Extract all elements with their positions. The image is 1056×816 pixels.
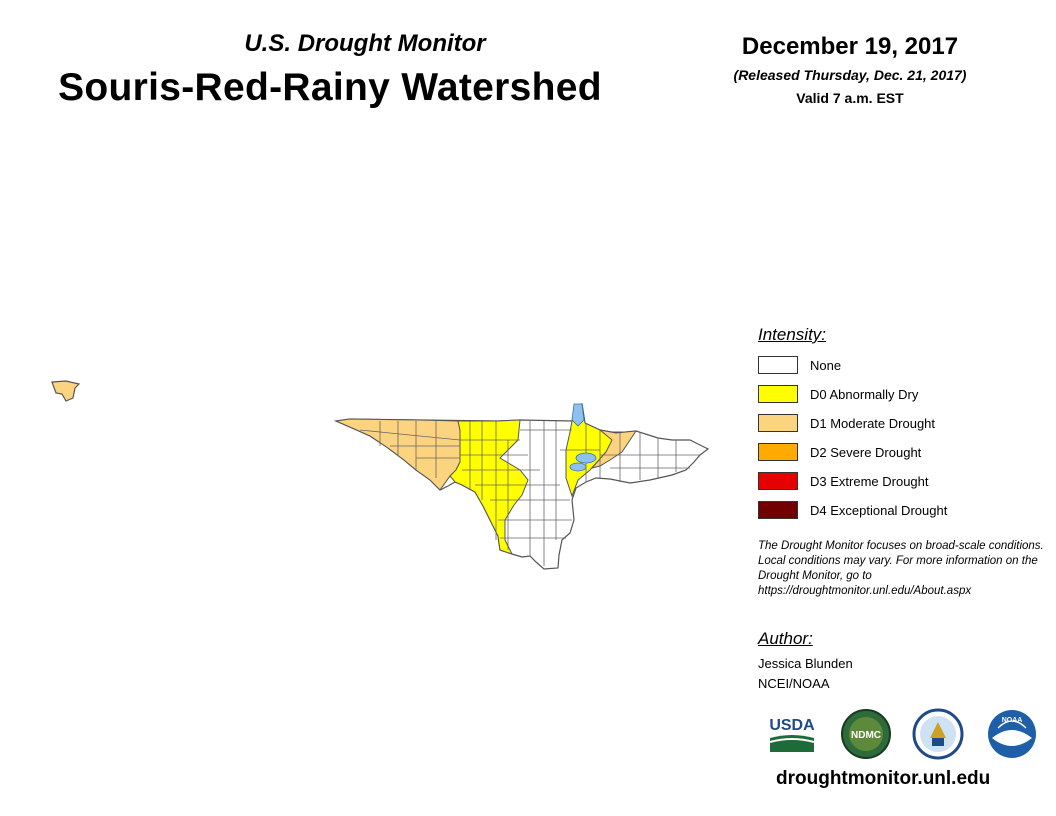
- author-organization: NCEI/NOAA: [758, 676, 830, 691]
- author-name: Jessica Blunden: [758, 656, 853, 671]
- county-lines: [359, 421, 700, 566]
- legend-swatch: [758, 385, 798, 403]
- legend-item: D2 Severe Drought: [758, 442, 921, 462]
- d1-east-region: [590, 429, 638, 469]
- commerce-logo: [912, 708, 964, 760]
- legend-item: None: [758, 355, 841, 375]
- map-date: December 19, 2017: [741, 33, 959, 60]
- legend-swatch: [758, 356, 798, 374]
- detached-region: [51, 380, 81, 402]
- website-link[interactable]: droughtmonitor.unl.edu: [776, 768, 991, 789]
- legend-swatch: [758, 501, 798, 519]
- legend-item: D3 Extreme Drought: [758, 471, 929, 491]
- release-date: (Released Thursday, Dec. 21, 2017): [733, 67, 967, 83]
- legend-title: Intensity:: [758, 325, 827, 344]
- noaa-logo-text: NOAA: [1002, 717, 1023, 724]
- disclaimer-text: The Drought Monitor focuses on broad-sca…: [758, 540, 1044, 597]
- legend-swatch: [758, 414, 798, 432]
- usda-logo: USDA: [769, 717, 815, 752]
- valid-time: Valid 7 a.m. EST: [796, 90, 904, 106]
- map-subtitle: U.S. Drought Monitor: [244, 30, 486, 57]
- lake-upper: [571, 403, 585, 427]
- legend-swatch: [758, 472, 798, 490]
- legend-label: D1 Moderate Drought: [810, 415, 936, 431]
- lake-red-upper: [575, 452, 597, 464]
- legend-swatch: [758, 443, 798, 461]
- author-heading: Author:: [758, 629, 813, 648]
- ndmc-logo: NDMC: [841, 709, 891, 759]
- legend-item: D1 Moderate Drought: [758, 413, 935, 433]
- legend-label: D2 Severe Drought: [810, 444, 922, 460]
- legend-label: D4 Exceptional Drought: [810, 502, 948, 518]
- noaa-logo: NOAA: [988, 710, 1036, 758]
- lake-red-lower: [569, 462, 587, 472]
- map-title: Souris-Red-Rainy Watershed: [58, 66, 602, 109]
- usda-logo-text: USDA: [769, 717, 815, 734]
- legend-item: D0 Abnormally Dry: [758, 384, 918, 404]
- legend-label: D3 Extreme Drought: [810, 473, 929, 489]
- drought-map: [51, 380, 710, 570]
- legend-item: D4 Exceptional Drought: [758, 500, 947, 520]
- legend-label: None: [810, 357, 842, 373]
- legend-label: D0 Abnormally Dry: [810, 386, 919, 402]
- ndmc-logo-text: NDMC: [851, 730, 881, 741]
